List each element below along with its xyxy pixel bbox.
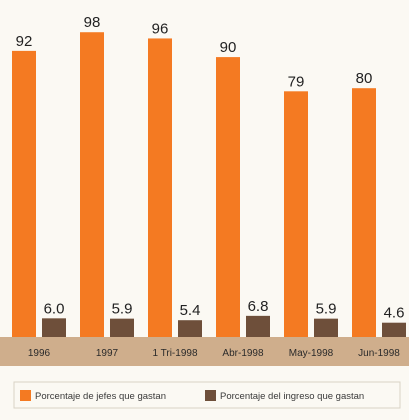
data-label-series-0-4: 79 — [288, 73, 305, 90]
value-labels-group: 92 6.0 98 5.9 96 5.4 90 6.8 79 5.9 80 4.6 — [16, 14, 405, 321]
data-label-series-0-0: 92 — [16, 33, 33, 50]
bars-group — [12, 32, 406, 337]
legend-box — [13, 381, 401, 409]
bar-series-0-0 — [12, 50, 36, 337]
legend-swatch-series-0 — [20, 390, 31, 401]
bar-series-0-1 — [80, 32, 104, 337]
legend-swatch-series-1 — [205, 390, 216, 401]
data-label-series-1-5: 4.6 — [384, 305, 405, 322]
legend-label-series-0: Porcentaje de jefes que gastan — [35, 391, 166, 402]
bar-series-0-5 — [352, 88, 376, 337]
data-label-series-0-5: 80 — [356, 70, 373, 87]
category-band — [0, 337, 409, 366]
data-label-series-1-0: 6.0 — [44, 300, 65, 317]
category-tick-2: 1 Tri-1998 — [152, 348, 197, 359]
bar-series-1-0 — [42, 318, 66, 337]
data-label-series-1-4: 5.9 — [316, 301, 337, 318]
category-tick-5: Jun-1998 — [358, 348, 400, 359]
bar-series-1-2 — [178, 320, 202, 337]
legend-label-series-1: Porcentaje del ingreso que gastan — [220, 391, 364, 402]
category-tick-4: May-1998 — [289, 348, 334, 359]
category-tick-3: Abr-1998 — [222, 348, 264, 359]
data-label-series-1-1: 5.9 — [112, 301, 133, 318]
bar-series-1-1 — [110, 318, 134, 337]
data-label-series-1-2: 5.4 — [180, 302, 201, 319]
bar-series-1-3 — [246, 315, 270, 337]
category-tick-1: 1997 — [96, 348, 119, 359]
category-ticks-group: 1996 1997 1 Tri-1998 Abr-1998 May-1998 Jun-19… — [28, 348, 400, 359]
data-label-series-0-2: 96 — [152, 20, 169, 37]
category-tick-0: 1996 — [28, 348, 51, 359]
bar-series-0-4 — [284, 91, 308, 337]
data-label-series-1-3: 6.8 — [248, 298, 269, 315]
legend: Porcentaje de jefes que gastan Porcentaj… — [13, 381, 401, 409]
bar-series-0-3 — [216, 57, 240, 337]
data-label-series-0-1: 98 — [84, 14, 101, 31]
bar-series-1-5 — [382, 322, 406, 337]
bar-series-0-2 — [148, 38, 172, 337]
bar-series-1-4 — [314, 318, 338, 337]
data-label-series-0-3: 90 — [220, 39, 237, 56]
